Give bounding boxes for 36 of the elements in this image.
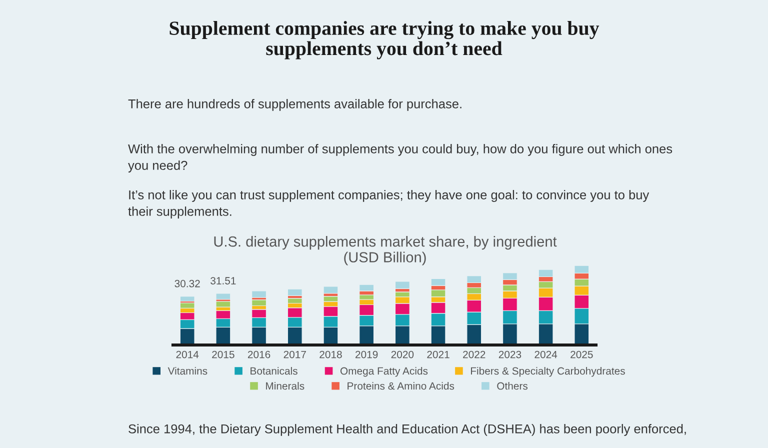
text: Since 1994, the Dietary Supplement Health and Education Act (DSHEA) has been poorly enforced, bbox=[128, 424, 686, 436]
legend-label: Fibers & Specialty Carbohydrates bbox=[471, 367, 625, 377]
x-tick-label: 2016 bbox=[248, 350, 270, 358]
bar bbox=[323, 286, 338, 294]
bar bbox=[252, 290, 266, 298]
x-tick-label: 2015 bbox=[212, 350, 234, 358]
x-tick-label: 2025 bbox=[570, 350, 593, 358]
x-tick-label: 2021 bbox=[427, 350, 450, 358]
legend-label: Botanicals bbox=[250, 367, 298, 375]
bar bbox=[216, 293, 231, 300]
legend-label: Proteins & Amino Acids bbox=[348, 382, 454, 390]
annotation: 31.51 bbox=[210, 277, 236, 284]
x-tick-label: 2020 bbox=[391, 350, 414, 358]
text: It’s not like you can trust supplement companies; they have one goal: to convince you to buy their supplements. bbox=[128, 190, 650, 218]
text: There are hundreds of supplements available for purchase. bbox=[128, 99, 462, 111]
text: With the overwhelming number of supplements you could buy, how do you figure out which ones you need? bbox=[128, 144, 672, 172]
x-tick-label: 2014 bbox=[176, 350, 199, 358]
x-tick-label: 2022 bbox=[463, 350, 486, 358]
text: Supplement companies are trying to make you buy supplements you don’t need bbox=[170, 21, 600, 60]
chart-title: U.S. dietary supplements market share, by ingredient (USD Billion) bbox=[214, 236, 557, 266]
bar bbox=[430, 278, 446, 286]
x-tick-label: 2019 bbox=[356, 350, 378, 358]
x-tick-label: 2023 bbox=[498, 350, 522, 358]
legend-label: Omega Fatty Acids bbox=[340, 367, 428, 377]
x-tick-label: 2024 bbox=[534, 350, 558, 358]
bar bbox=[394, 281, 410, 289]
bar bbox=[287, 288, 302, 296]
bar bbox=[252, 300, 266, 306]
x-tick-label: 2017 bbox=[284, 350, 306, 358]
x-tick-label: 2018 bbox=[320, 350, 342, 358]
bar bbox=[359, 284, 374, 292]
legend-label: Others bbox=[497, 382, 528, 390]
legend-label: Minerals bbox=[266, 382, 304, 390]
bar bbox=[216, 301, 231, 308]
legend-label: Vitamins bbox=[168, 367, 208, 375]
annotation: 30.32 bbox=[174, 280, 200, 288]
